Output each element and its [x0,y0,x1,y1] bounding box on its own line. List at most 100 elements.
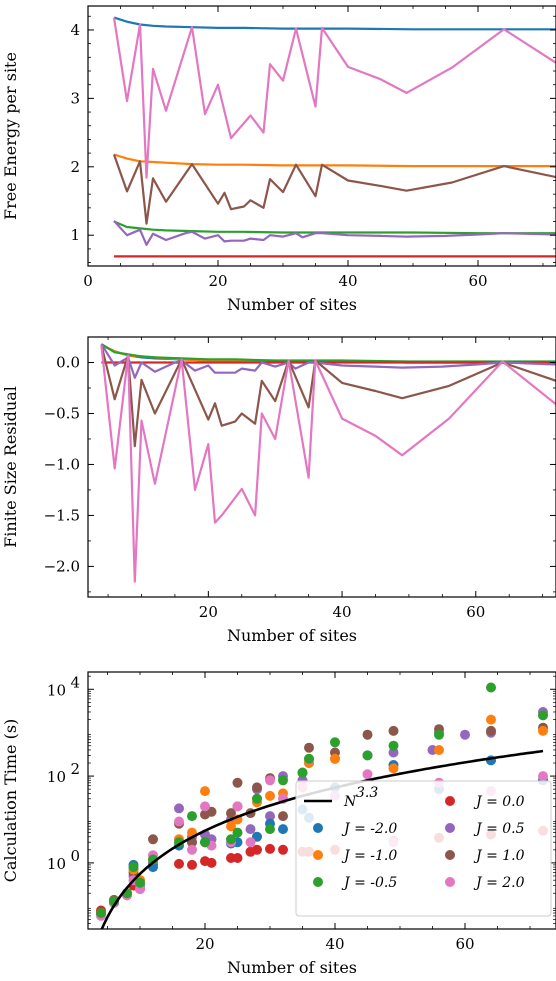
legend-label: J = -0.5 [341,875,397,891]
y-axis-label: Free Energy per site [1,52,20,220]
scatter-point-6 [362,750,373,761]
y-tick-label: 10 [47,768,66,786]
scatter-point-1 [245,824,256,835]
y-axis-label: Finite Size Residual [1,386,20,548]
y-tick-label: 2 [70,158,80,176]
series-line-5 [100,344,556,448]
scatter-point-4 [538,725,548,736]
x-axis-label: Number of sites [227,958,357,977]
legend-marker [313,877,323,887]
scatter-point-3 [226,808,236,819]
scatter-point-6 [297,767,308,778]
scatter-point-3 [232,777,243,788]
scatter-point-0 [206,857,217,868]
x-axis-label: Number of sites [227,295,357,314]
scatter-point-6 [330,737,340,748]
scatter-point-1 [265,811,275,822]
scatter-point-2 [278,824,288,835]
scatter-point-6 [187,811,197,822]
scatter-point-3 [388,725,399,736]
series-line-4 [113,220,556,246]
scatter-point-4 [486,714,496,725]
series-line-5 [112,154,556,225]
legend-marker [445,877,455,887]
x-tick-label: 40 [333,603,352,621]
scatter-point-0 [232,853,243,863]
legend-label: J = -1.0 [341,848,397,864]
y-tick-exponent: 4 [70,673,80,691]
scatter-point-6 [128,862,139,873]
y-tick-label: 0.0 [56,353,80,371]
series-line-2 [113,220,556,235]
scatter-point-5 [232,801,243,812]
x-tick-label: 40 [338,272,357,290]
points-group [96,682,548,929]
y-tick-label: −2.0 [44,557,80,575]
scatter-point-4 [434,745,444,755]
scatter-point-6 [96,908,106,918]
plot-frame [87,671,556,930]
plot-frame [87,5,556,267]
scatter-point-3 [304,742,314,753]
legend-marker [313,823,323,833]
scatter-point-0 [252,844,262,855]
y-tick-label: −1.0 [44,455,80,473]
scatter-point-6 [486,682,496,693]
scatter-point-5 [245,837,256,848]
legend-box [295,780,552,917]
legend-label: J = 0.5 [473,821,525,837]
legend-marker [445,823,455,833]
scatter-point-0 [265,843,275,854]
scatter-point-6 [200,837,210,848]
y-tick-label: 10 [47,855,66,873]
scatter-point-6 [135,877,145,888]
free-energy-panel: 0 20 40 60 1 2 3 4 Number of sites Free Energy pe… [1,5,556,314]
scatter-point-5 [265,775,275,786]
legend-label: J = -2.0 [341,821,397,837]
scatter-point-5 [362,769,373,780]
x-tick-label: 20 [199,603,218,621]
x-tick-label: 60 [455,935,474,953]
legend-label: J = 2.0 [473,875,525,891]
y-tick-label: −0.5 [44,404,80,422]
series-line-4 [100,343,556,379]
legend-marker [313,850,323,860]
y-tick-label: −1.5 [44,506,80,524]
scatter-point-4 [200,786,210,797]
legend-label: J = 1.0 [473,848,525,864]
x-tick-label: 40 [325,935,344,953]
legend-fit-exponent: 3.3 [356,785,378,801]
x-tick-label: 20 [195,935,214,953]
plot-frame [87,336,556,598]
scatter-point-4 [226,821,236,832]
scatter-point-1 [460,729,470,740]
scatter-point-0 [278,844,288,855]
scatter-point-5 [174,816,184,827]
scatter-point-6 [232,827,243,838]
legend: N3.3 J = -2.0 J = -1.0 J = -0.5 J = 0.0 J = 0… [295,780,552,917]
x-tick-label: 60 [468,272,487,290]
scatter-point-5 [187,844,197,855]
series-line-6 [100,345,556,583]
scatter-point-6 [434,729,444,740]
series-line-1 [113,153,556,168]
scatter-point-6 [265,824,275,835]
x-axis-label: Number of sites [227,626,357,645]
series-group [100,343,556,583]
scatter-point-3 [252,782,262,793]
legend-fit-label: N [343,794,357,810]
legend-marker [445,850,455,860]
legend-label: J = 0.0 [473,794,525,810]
series-line-2 [100,343,556,363]
scatter-point-6 [252,793,262,804]
scatter-point-4 [330,753,340,764]
x-tick-label: 20 [208,272,227,290]
y-tick-label: 3 [70,89,80,107]
scatter-point-0 [187,859,197,870]
y-tick-exponent: 0 [70,847,80,865]
scatter-point-0 [174,858,184,869]
scatter-point-3 [486,725,496,736]
scatter-point-3 [278,811,288,822]
